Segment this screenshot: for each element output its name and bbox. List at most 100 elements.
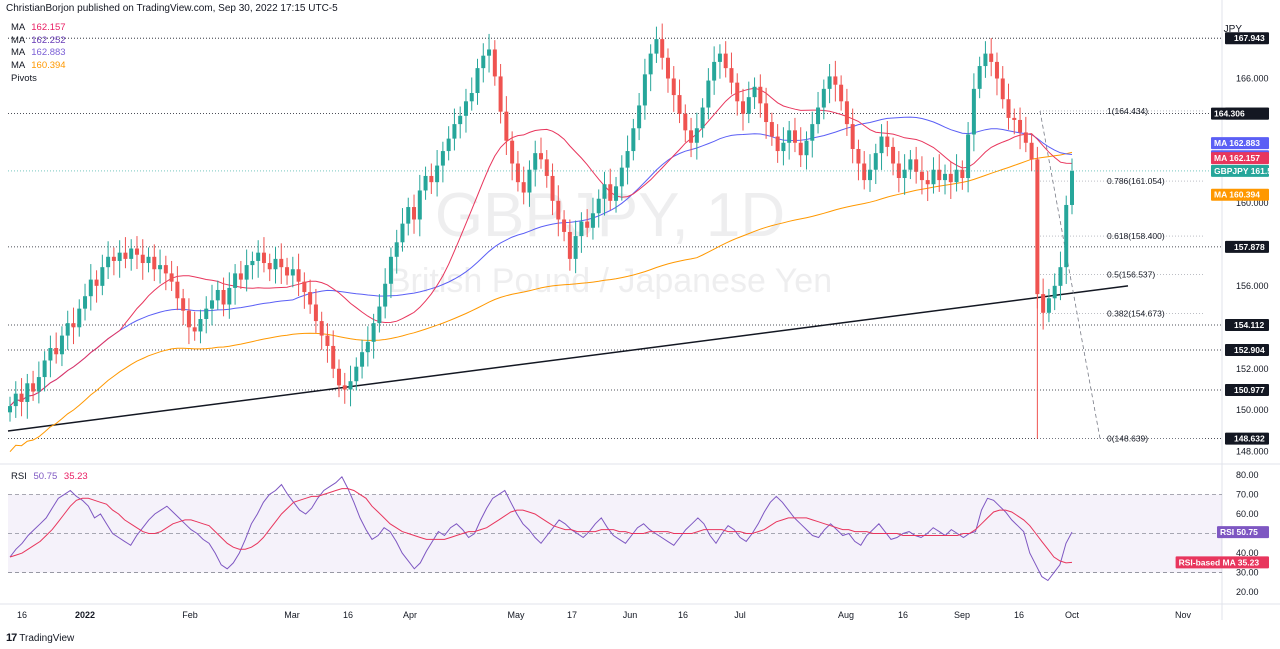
pivot-tag [1225,344,1269,357]
candle-body [792,130,797,143]
candle-body [879,136,884,154]
candle-body [1058,267,1063,286]
candle-body [758,86,763,104]
candle-body [723,53,728,69]
candle-body [729,68,734,83]
candle-body [25,383,30,402]
candle-body [960,169,965,179]
pivot-tag-label: 154.112 [1234,320,1265,330]
candle-body [862,163,867,181]
price-tick-label: 156.000 [1236,281,1269,291]
candle-body [83,296,88,309]
pivot-tag [1225,432,1269,445]
candle-body [198,319,203,332]
legend-ma-2[interactable]: MA 162.252 [11,34,66,46]
candle-body [1041,294,1046,313]
candle-body [360,352,365,367]
price-tag-label: MA 160.394 [1214,190,1260,200]
candle-body [365,341,370,353]
candle-body [227,287,232,305]
rsi-tick-label: 70.00 [1236,489,1259,499]
ma-162-883-line [9,116,1073,407]
candle-body [1000,78,1005,100]
time-tick-label: Jul [734,610,746,620]
fib-label: 0.786(161.054) [1107,176,1165,186]
candle-body [1018,119,1023,133]
price-tag [1211,164,1269,177]
candle-body [741,101,746,114]
candle-body [388,256,393,284]
candle-body [550,175,555,201]
candle-body [475,68,480,94]
candle-body [694,128,699,143]
candle-body [94,279,99,286]
candle-body [452,124,457,139]
candle-body [146,256,151,264]
legend-ma-3[interactable]: MA 162.883 [11,47,66,59]
candle-body [308,292,313,305]
candle-body [71,323,76,328]
price-tag [1211,107,1269,120]
candle-body [250,260,255,266]
candle-body [983,53,988,67]
candle-body [931,169,936,185]
time-tick-label: Jun [623,610,638,620]
candle-body [637,105,642,129]
candle-body [556,200,561,220]
candle-body [856,148,861,164]
tradingview-logo-icon: 17 [6,632,17,644]
candle-body [642,74,647,106]
candle-body [654,39,659,54]
legend-pivots[interactable]: Pivots [11,72,37,84]
indicator-legend: MA 162.157 MA 162.252 MA 162.883 MA 160.394 … [11,22,66,86]
candle-body [313,304,318,322]
time-tick-label: 2022 [75,610,95,620]
rsi-ma-line [9,488,1073,564]
candle-body [54,348,59,355]
candle-body [244,265,249,280]
tradingview-footer[interactable]: 17 TradingView [6,632,74,644]
ma-160-394-line [9,151,1073,453]
rsi-tick-label: 80.00 [1236,470,1259,480]
currency-label: JPY [1223,24,1242,35]
price-tick-label: 150.000 [1236,405,1269,415]
rsi-legend[interactable]: RSI 50.75 35.23 [11,471,88,482]
legend-ma-1[interactable]: MA 162.157 [11,22,66,33]
tradingview-brand: TradingView [19,632,75,644]
candle-body [943,173,948,181]
candle-body [186,310,191,328]
candle-body [810,124,815,141]
rsi-tick-label: 30.00 [1236,568,1259,578]
candle-body [867,169,872,181]
candle-body [498,76,503,112]
rsi-line [9,475,1073,582]
candle-body [238,273,243,280]
time-tick-label: 16 [1014,610,1024,620]
price-tick-label: 148.000 [1236,447,1269,457]
candle-body [712,61,717,81]
candle-body [1023,132,1028,143]
candle-body [585,221,590,228]
legend-ma-4[interactable]: MA 160.394 [11,60,66,72]
candle-body [458,115,463,125]
candle-body [885,136,890,147]
publish-credit: ChristianBorjon published on TradingView… [6,3,338,14]
time-tick-label: 16 [17,610,27,620]
candle-body [746,97,751,114]
candle-body [602,184,607,199]
candle-body [13,393,18,407]
candle-body [31,383,36,392]
rsi-tag-label: RSI 50.75 [1220,527,1258,537]
candle-body [77,308,82,328]
candle-body [336,368,341,386]
price-tick-label: 166.000 [1236,73,1269,83]
candle-body [614,186,619,201]
candle-body [579,221,584,237]
fib-label: 0.618(158.400) [1107,231,1165,241]
candle-body [1046,298,1051,313]
candle-body [625,151,630,168]
price-tag-label: GBPJPY 161.542 [1214,166,1280,176]
candle-body [1035,159,1040,295]
candle-body [285,267,290,276]
